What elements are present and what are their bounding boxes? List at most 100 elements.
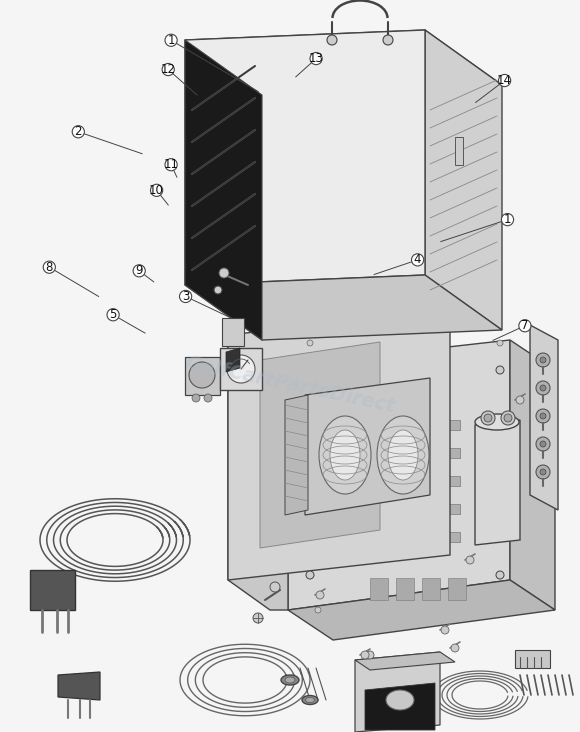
Text: 8: 8 <box>46 261 53 274</box>
Text: 10: 10 <box>149 184 164 197</box>
Circle shape <box>496 571 504 579</box>
Circle shape <box>316 591 324 599</box>
Polygon shape <box>285 395 308 515</box>
Ellipse shape <box>475 414 519 430</box>
Circle shape <box>306 366 314 374</box>
Bar <box>396 578 414 600</box>
Polygon shape <box>228 310 450 580</box>
Bar <box>220 348 262 390</box>
Ellipse shape <box>388 430 418 480</box>
Circle shape <box>227 355 255 383</box>
Circle shape <box>504 414 512 422</box>
Circle shape <box>519 320 531 332</box>
Polygon shape <box>58 672 100 700</box>
Ellipse shape <box>281 675 299 685</box>
Circle shape <box>516 396 524 404</box>
Polygon shape <box>355 652 455 670</box>
Circle shape <box>192 394 200 402</box>
Text: 9: 9 <box>136 264 143 277</box>
Polygon shape <box>185 40 262 340</box>
Bar <box>360 448 460 458</box>
Circle shape <box>107 309 119 321</box>
Polygon shape <box>288 340 510 610</box>
Polygon shape <box>185 30 425 285</box>
Circle shape <box>481 411 495 425</box>
Circle shape <box>536 437 550 451</box>
Bar <box>360 420 460 430</box>
Ellipse shape <box>319 416 371 494</box>
Ellipse shape <box>306 698 314 703</box>
Circle shape <box>412 254 423 266</box>
Bar <box>360 532 460 542</box>
Bar <box>515 650 550 668</box>
Bar <box>360 420 460 430</box>
Ellipse shape <box>386 690 414 710</box>
Circle shape <box>540 441 546 447</box>
Polygon shape <box>530 325 558 510</box>
Text: 7: 7 <box>521 319 528 332</box>
Bar <box>360 504 460 514</box>
Bar <box>360 476 460 486</box>
Circle shape <box>451 644 459 652</box>
Circle shape <box>214 286 222 294</box>
Text: 12: 12 <box>161 63 176 76</box>
Polygon shape <box>365 683 435 730</box>
Circle shape <box>151 184 163 196</box>
Text: 1: 1 <box>504 213 511 226</box>
Polygon shape <box>185 275 502 340</box>
Circle shape <box>496 366 504 374</box>
Bar <box>185 357 220 395</box>
Circle shape <box>165 159 177 171</box>
Text: 11: 11 <box>164 158 179 171</box>
Circle shape <box>204 394 212 402</box>
Text: 5: 5 <box>110 308 117 321</box>
Polygon shape <box>305 378 430 515</box>
Circle shape <box>327 35 337 45</box>
Circle shape <box>361 651 369 659</box>
Text: GolfCartPartsDirect: GolfCartPartsDirect <box>183 354 397 417</box>
Polygon shape <box>510 340 555 610</box>
Text: 1: 1 <box>168 34 175 47</box>
Polygon shape <box>475 420 520 545</box>
Polygon shape <box>288 580 555 640</box>
Circle shape <box>501 411 515 425</box>
Circle shape <box>189 362 215 388</box>
Circle shape <box>441 626 449 634</box>
Circle shape <box>484 414 492 422</box>
Polygon shape <box>30 570 75 610</box>
Circle shape <box>383 35 393 45</box>
Circle shape <box>540 469 546 475</box>
Bar <box>370 578 388 600</box>
Polygon shape <box>425 30 502 330</box>
Bar <box>360 448 460 458</box>
Bar <box>422 578 440 600</box>
Text: 14: 14 <box>497 74 512 87</box>
Circle shape <box>497 340 503 346</box>
Bar <box>448 578 466 600</box>
Polygon shape <box>260 342 380 548</box>
Circle shape <box>540 385 546 391</box>
Circle shape <box>540 357 546 363</box>
Bar <box>360 532 460 542</box>
Circle shape <box>180 291 191 302</box>
Bar <box>360 476 460 486</box>
Circle shape <box>253 613 263 623</box>
Polygon shape <box>355 652 440 732</box>
Text: 13: 13 <box>309 52 324 65</box>
Ellipse shape <box>330 430 360 480</box>
Circle shape <box>536 381 550 395</box>
Circle shape <box>536 353 550 367</box>
Circle shape <box>72 126 85 138</box>
Ellipse shape <box>377 416 429 494</box>
Circle shape <box>466 556 474 564</box>
Circle shape <box>536 409 550 423</box>
Text: 3: 3 <box>182 290 189 303</box>
Polygon shape <box>228 335 288 610</box>
Circle shape <box>43 261 56 273</box>
Circle shape <box>366 651 374 659</box>
Circle shape <box>310 53 322 64</box>
Circle shape <box>133 265 145 277</box>
Text: 2: 2 <box>75 125 82 138</box>
Bar <box>222 318 244 346</box>
Circle shape <box>501 214 514 225</box>
